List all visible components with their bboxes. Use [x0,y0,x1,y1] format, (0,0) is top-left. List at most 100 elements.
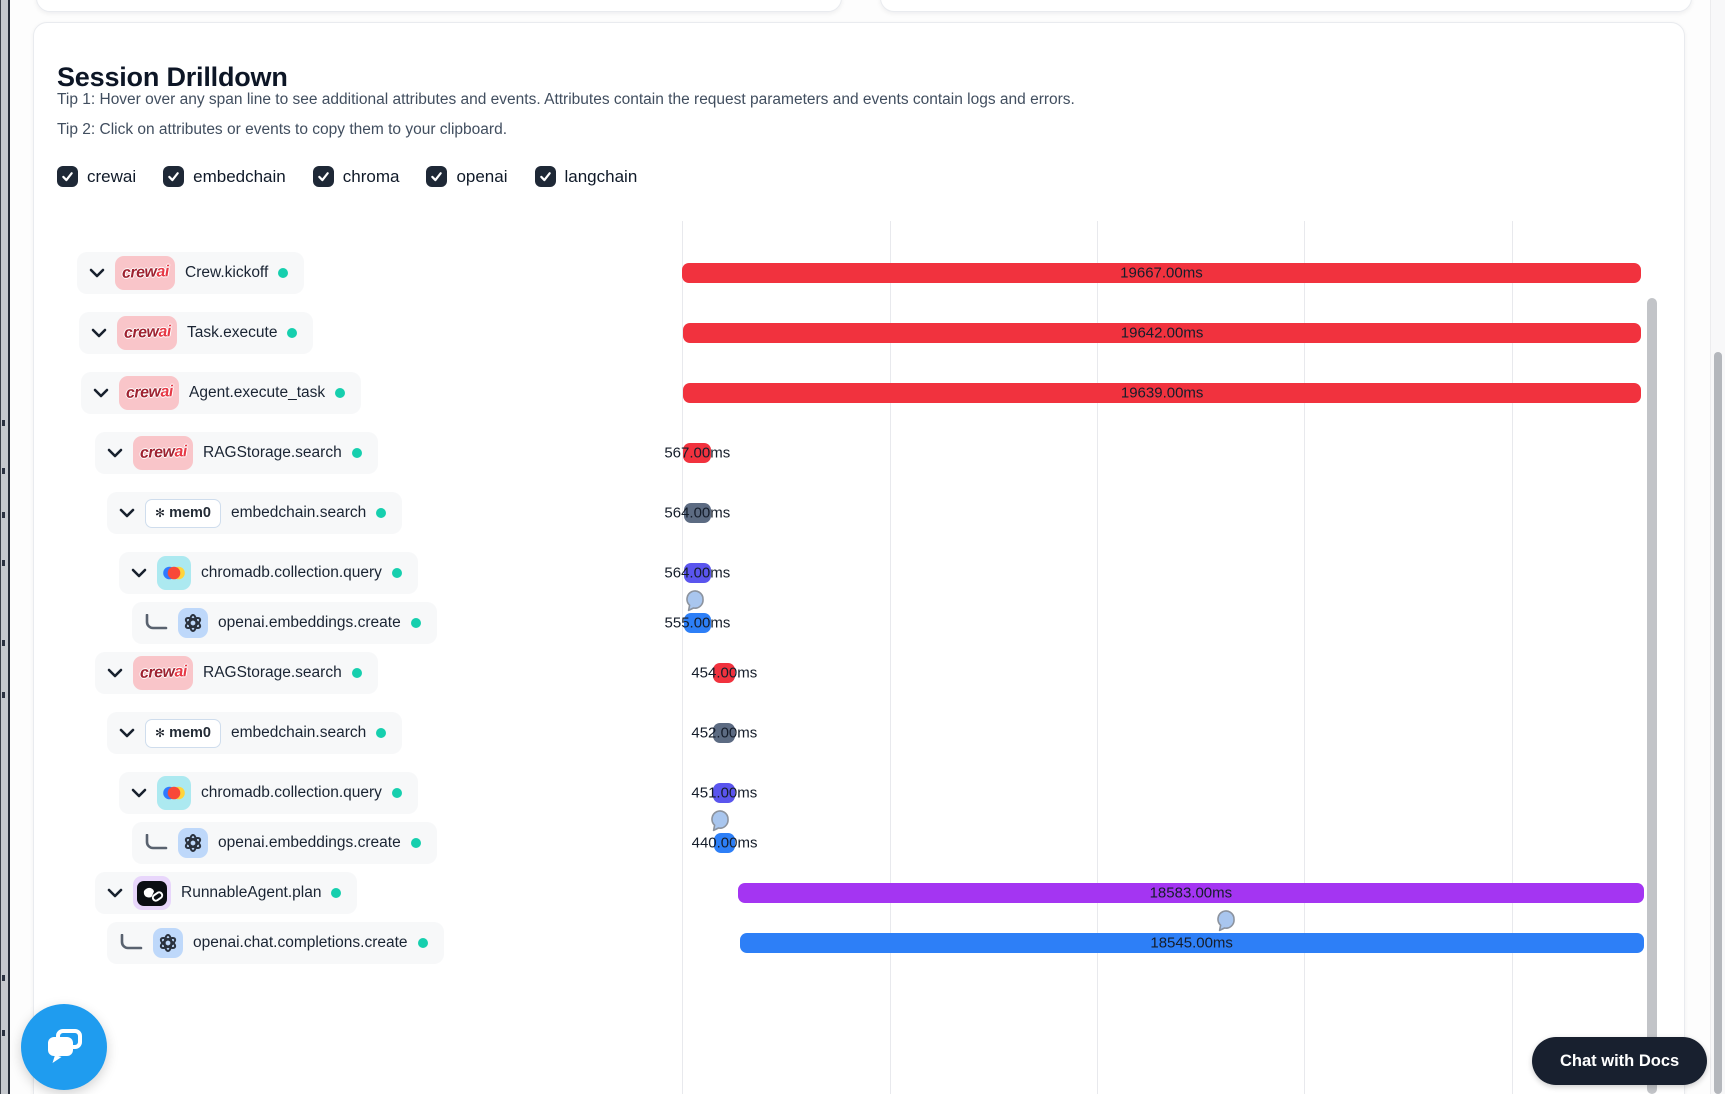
checkbox-checked[interactable] [534,166,556,187]
openai-icon [153,928,183,958]
span-bar-Task.execute[interactable]: 19642.00ms [683,323,1641,343]
filter-checkbox-openai[interactable]: openai [426,166,508,187]
span-bar-openai.embeddings.create[interactable]: 440.00ms [692,833,757,853]
filter-label: chroma [342,166,400,186]
filter-label: embedchain [193,166,286,186]
chevron-down-icon[interactable] [107,668,123,678]
checkbox-checked[interactable] [426,166,448,187]
span-bar-chromadb.collection.query[interactable]: 451.00ms [691,783,757,803]
elbow-connector-icon [145,614,168,630]
chevron-down-icon[interactable] [107,888,123,898]
status-dot-icon [410,838,421,848]
status-dot-icon [287,328,298,338]
checkbox-checked[interactable] [163,166,185,187]
checkmark-icon [62,172,73,182]
timeline-gridline [1304,221,1305,1094]
background-text-fragment [2,975,5,981]
span-bar-embedchain.search[interactable]: 452.00ms [691,723,757,743]
span-row-Task.execute[interactable]: crewai Task.execute [79,312,314,354]
span-duration-label: 19639.00ms [1120,384,1204,402]
span-row-embedchain.search[interactable]: ✻ mem0 embedchain.search [107,712,403,754]
status-dot-icon [376,728,387,738]
chevron-down-icon[interactable] [131,788,147,798]
service-filter-row: crewai embedchain chroma openai langchain [57,166,637,187]
span-bar-embedchain.search[interactable]: 564.00ms [664,503,730,523]
span-row-chromadb.collection.query[interactable]: chromadb.collection.query [119,772,418,814]
span-row-openai.embeddings.create[interactable]: openai.embeddings.create [132,602,437,644]
span-bar-RAGStorage.search[interactable]: 567.00ms [664,443,730,463]
span-duration-label: 19642.00ms [1120,324,1204,342]
filter-checkbox-langchain[interactable]: langchain [534,166,637,187]
mem0-flower-glyph: ✻ [155,506,166,520]
span-bar-Crew.kickoff[interactable]: 19667.00ms [682,263,1641,283]
timeline-gridline [890,221,891,1094]
span-row-chromadb.collection.query[interactable]: chromadb.collection.query [119,552,418,594]
background-text-fragment [2,512,5,518]
status-dot-icon [278,268,289,278]
chat-launcher-button[interactable] [21,1004,107,1090]
chevron-down-icon[interactable] [119,508,135,518]
background-text-fragment [2,640,5,646]
event-bubble-icon[interactable] [1216,910,1236,932]
window-scrollbar-thumb[interactable] [1714,352,1722,1094]
checkmark-icon [431,172,443,182]
window-scrollbar[interactable] [1710,0,1725,1094]
span-name: chromadb.collection.query [201,784,382,801]
span-bar-RAGStorage.search[interactable]: 454.00ms [691,663,757,683]
span-bar-openai.embeddings.create[interactable]: 555.00ms [665,613,730,633]
chevron-down-icon[interactable] [107,448,123,458]
background-text-fragment [2,420,5,426]
span-row-RAGStorage.search[interactable]: crewai RAGStorage.search [95,432,378,474]
span-bar-chromadb.collection.query[interactable]: 564.00ms [664,563,730,583]
status-dot-icon [417,938,428,948]
chart-scrollbar-thumb[interactable] [1647,298,1657,1094]
span-duration-label: 564.00ms [664,504,731,522]
event-marker[interactable] [710,810,730,837]
event-bubble-icon[interactable] [710,810,730,832]
chat-with-docs-button[interactable]: Chat with Docs [1532,1037,1708,1085]
chevron-down-icon[interactable] [93,388,109,398]
span-bar-RunnableAgent.plan[interactable]: 18583.00ms [737,883,1644,903]
span-duration-label: 451.00ms [691,784,758,802]
span-name: chromadb.collection.query [201,564,382,581]
elbow-connector-icon [120,934,143,950]
span-name: Crew.kickoff [185,264,269,281]
span-row-Agent.execute_task[interactable]: crewai Agent.execute_task [81,372,362,414]
span-bar-Agent.execute_task[interactable]: 19639.00ms [683,383,1641,403]
chevron-down-icon[interactable] [119,728,135,738]
span-row-openai.chat.completions.create[interactable]: openai.chat.completions.create [107,922,444,964]
chevron-down-icon[interactable] [131,568,147,578]
filter-checkbox-crewai[interactable]: crewai [57,166,136,187]
background-text-fragment [2,560,5,566]
span-bar-openai.chat.completions.create[interactable]: 18545.00ms [739,933,1644,953]
checkmark-icon [317,172,329,182]
span-row-embedchain.search[interactable]: ✻ mem0 embedchain.search [107,492,403,534]
span-row-RAGStorage.search[interactable]: crewai RAGStorage.search [95,652,378,694]
chat-with-docs-label: Chat with Docs [1560,1051,1680,1070]
status-dot-icon [391,788,402,798]
checkbox-checked[interactable] [57,166,78,187]
span-duration-label: 18583.00ms [1149,884,1233,902]
status-dot-icon [351,448,362,458]
span-name: embedchain.search [230,724,367,741]
event-marker[interactable] [685,590,705,617]
filter-checkbox-chroma[interactable]: chroma [312,166,400,187]
checkbox-checked[interactable] [312,166,334,187]
span-duration-label: 555.00ms [664,614,731,632]
timeline-gridline [1512,221,1513,1094]
filter-checkbox-embedchain[interactable]: embedchain [163,166,286,187]
openai-icon [178,608,208,638]
checkmark-icon [168,172,179,182]
span-row-RunnableAgent.plan[interactable]: RunnableAgent.plan [95,872,358,914]
filter-label: crewai [87,166,137,186]
timeline-gridline [1097,221,1098,1094]
tip-2-text: Tip 2: Click on attributes or events to … [57,121,507,138]
event-marker[interactable] [1216,910,1236,937]
chevron-down-icon[interactable] [89,268,105,278]
chevron-down-icon[interactable] [91,328,107,338]
event-bubble-icon[interactable] [685,590,705,612]
checkmark-icon [539,172,551,182]
span-duration-label: 440.00ms [691,834,758,852]
span-row-Crew.kickoff[interactable]: crewai Crew.kickoff [77,252,305,294]
span-row-openai.embeddings.create[interactable]: openai.embeddings.create [132,822,437,864]
